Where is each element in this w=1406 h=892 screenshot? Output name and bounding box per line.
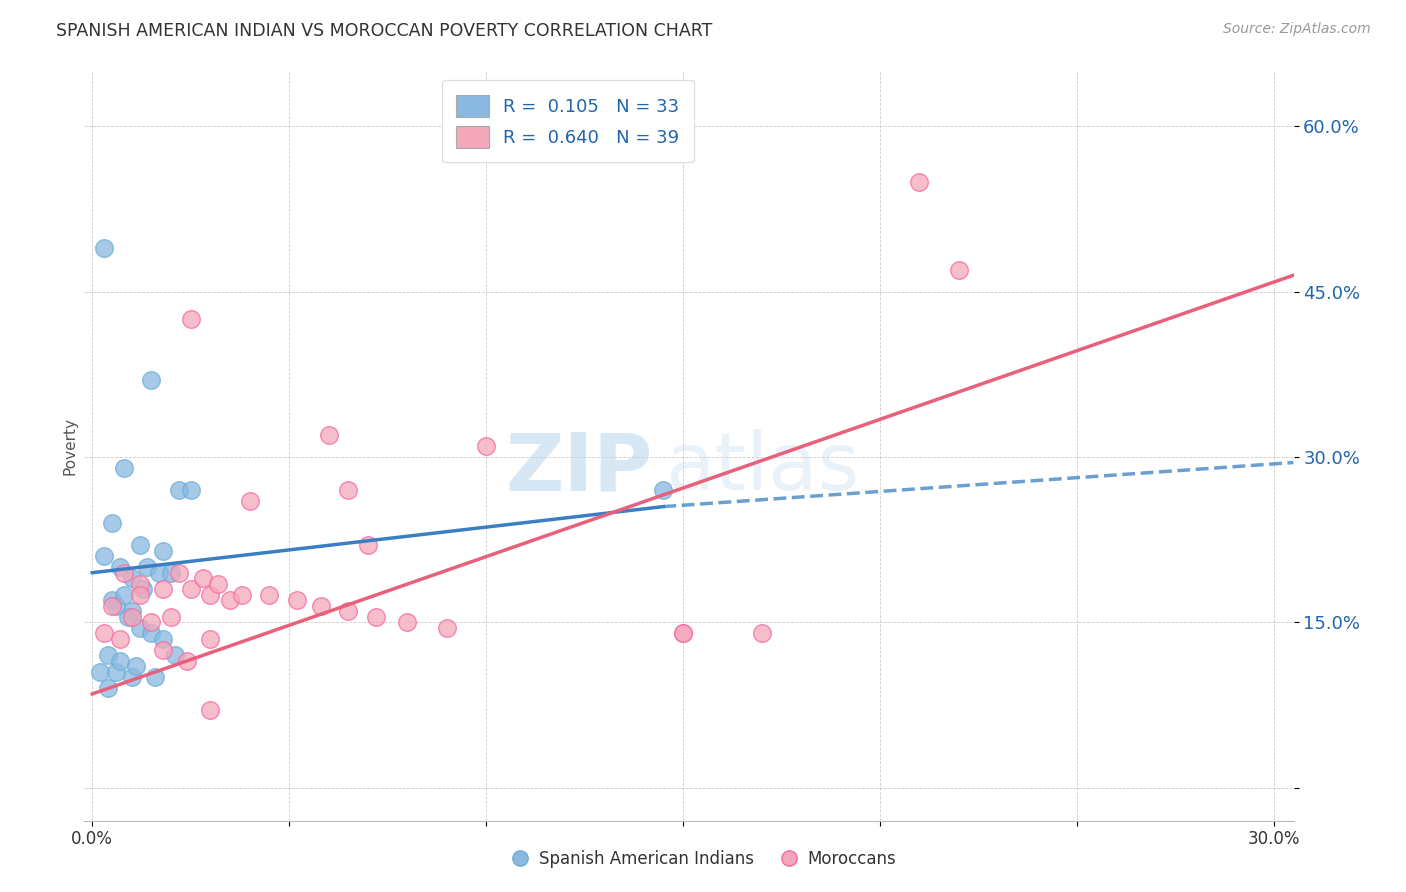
Point bbox=[167, 566, 190, 580]
Point bbox=[152, 643, 174, 657]
Point bbox=[97, 681, 120, 696]
Point bbox=[309, 599, 332, 613]
Point bbox=[152, 543, 174, 558]
Point bbox=[104, 665, 127, 679]
Text: atlas: atlas bbox=[665, 429, 859, 508]
Point bbox=[180, 483, 202, 497]
Point bbox=[751, 626, 773, 640]
Point bbox=[108, 560, 131, 574]
Point bbox=[112, 461, 135, 475]
Legend: R =  0.105   N = 33, R =  0.640   N = 39: R = 0.105 N = 33, R = 0.640 N = 39 bbox=[441, 80, 695, 162]
Point bbox=[337, 604, 360, 618]
Point bbox=[108, 632, 131, 646]
Point bbox=[152, 632, 174, 646]
Point bbox=[101, 593, 124, 607]
Point bbox=[101, 516, 124, 530]
Point bbox=[357, 538, 380, 552]
Text: Source: ZipAtlas.com: Source: ZipAtlas.com bbox=[1223, 22, 1371, 37]
Point bbox=[117, 609, 139, 624]
Point bbox=[318, 428, 340, 442]
Point bbox=[160, 566, 183, 580]
Point bbox=[143, 670, 166, 684]
Point bbox=[97, 648, 120, 663]
Point bbox=[163, 648, 186, 663]
Point bbox=[93, 626, 115, 640]
Point bbox=[121, 604, 143, 618]
Point bbox=[239, 494, 262, 508]
Point bbox=[128, 538, 150, 552]
Point bbox=[148, 566, 170, 580]
Point bbox=[219, 593, 242, 607]
Point bbox=[152, 582, 174, 597]
Point bbox=[132, 582, 155, 597]
Text: ZIP: ZIP bbox=[505, 429, 652, 508]
Point bbox=[121, 670, 143, 684]
Point bbox=[285, 593, 308, 607]
Text: SPANISH AMERICAN INDIAN VS MOROCCAN POVERTY CORRELATION CHART: SPANISH AMERICAN INDIAN VS MOROCCAN POVE… bbox=[56, 22, 713, 40]
Point bbox=[89, 665, 111, 679]
Point bbox=[475, 439, 498, 453]
Point bbox=[436, 621, 458, 635]
Point bbox=[104, 599, 127, 613]
Point bbox=[141, 615, 163, 630]
Point bbox=[396, 615, 419, 630]
Point bbox=[108, 654, 131, 668]
Point bbox=[180, 582, 202, 597]
Point bbox=[128, 588, 150, 602]
Point bbox=[259, 588, 281, 602]
Point bbox=[121, 609, 143, 624]
Point bbox=[101, 599, 124, 613]
Point bbox=[176, 654, 198, 668]
Point bbox=[93, 549, 115, 564]
Point bbox=[141, 373, 163, 387]
Point bbox=[136, 560, 159, 574]
Point bbox=[231, 588, 253, 602]
Point bbox=[191, 571, 214, 585]
Point bbox=[672, 626, 695, 640]
Point bbox=[124, 659, 146, 673]
Point bbox=[200, 703, 222, 717]
Point bbox=[93, 241, 115, 255]
Point bbox=[141, 626, 163, 640]
Point bbox=[112, 588, 135, 602]
Point bbox=[672, 626, 695, 640]
Point bbox=[180, 312, 202, 326]
Point bbox=[128, 621, 150, 635]
Point bbox=[128, 576, 150, 591]
Point bbox=[364, 609, 387, 624]
Point bbox=[112, 566, 135, 580]
Point bbox=[200, 632, 222, 646]
Point bbox=[167, 483, 190, 497]
Point bbox=[908, 175, 931, 189]
Point bbox=[948, 262, 970, 277]
Point bbox=[337, 483, 360, 497]
Point bbox=[200, 588, 222, 602]
Point bbox=[160, 609, 183, 624]
Point bbox=[652, 483, 675, 497]
Point bbox=[121, 571, 143, 585]
Legend: Spanish American Indians, Moroccans: Spanish American Indians, Moroccans bbox=[503, 844, 903, 875]
Point bbox=[207, 576, 229, 591]
Y-axis label: Poverty: Poverty bbox=[62, 417, 77, 475]
